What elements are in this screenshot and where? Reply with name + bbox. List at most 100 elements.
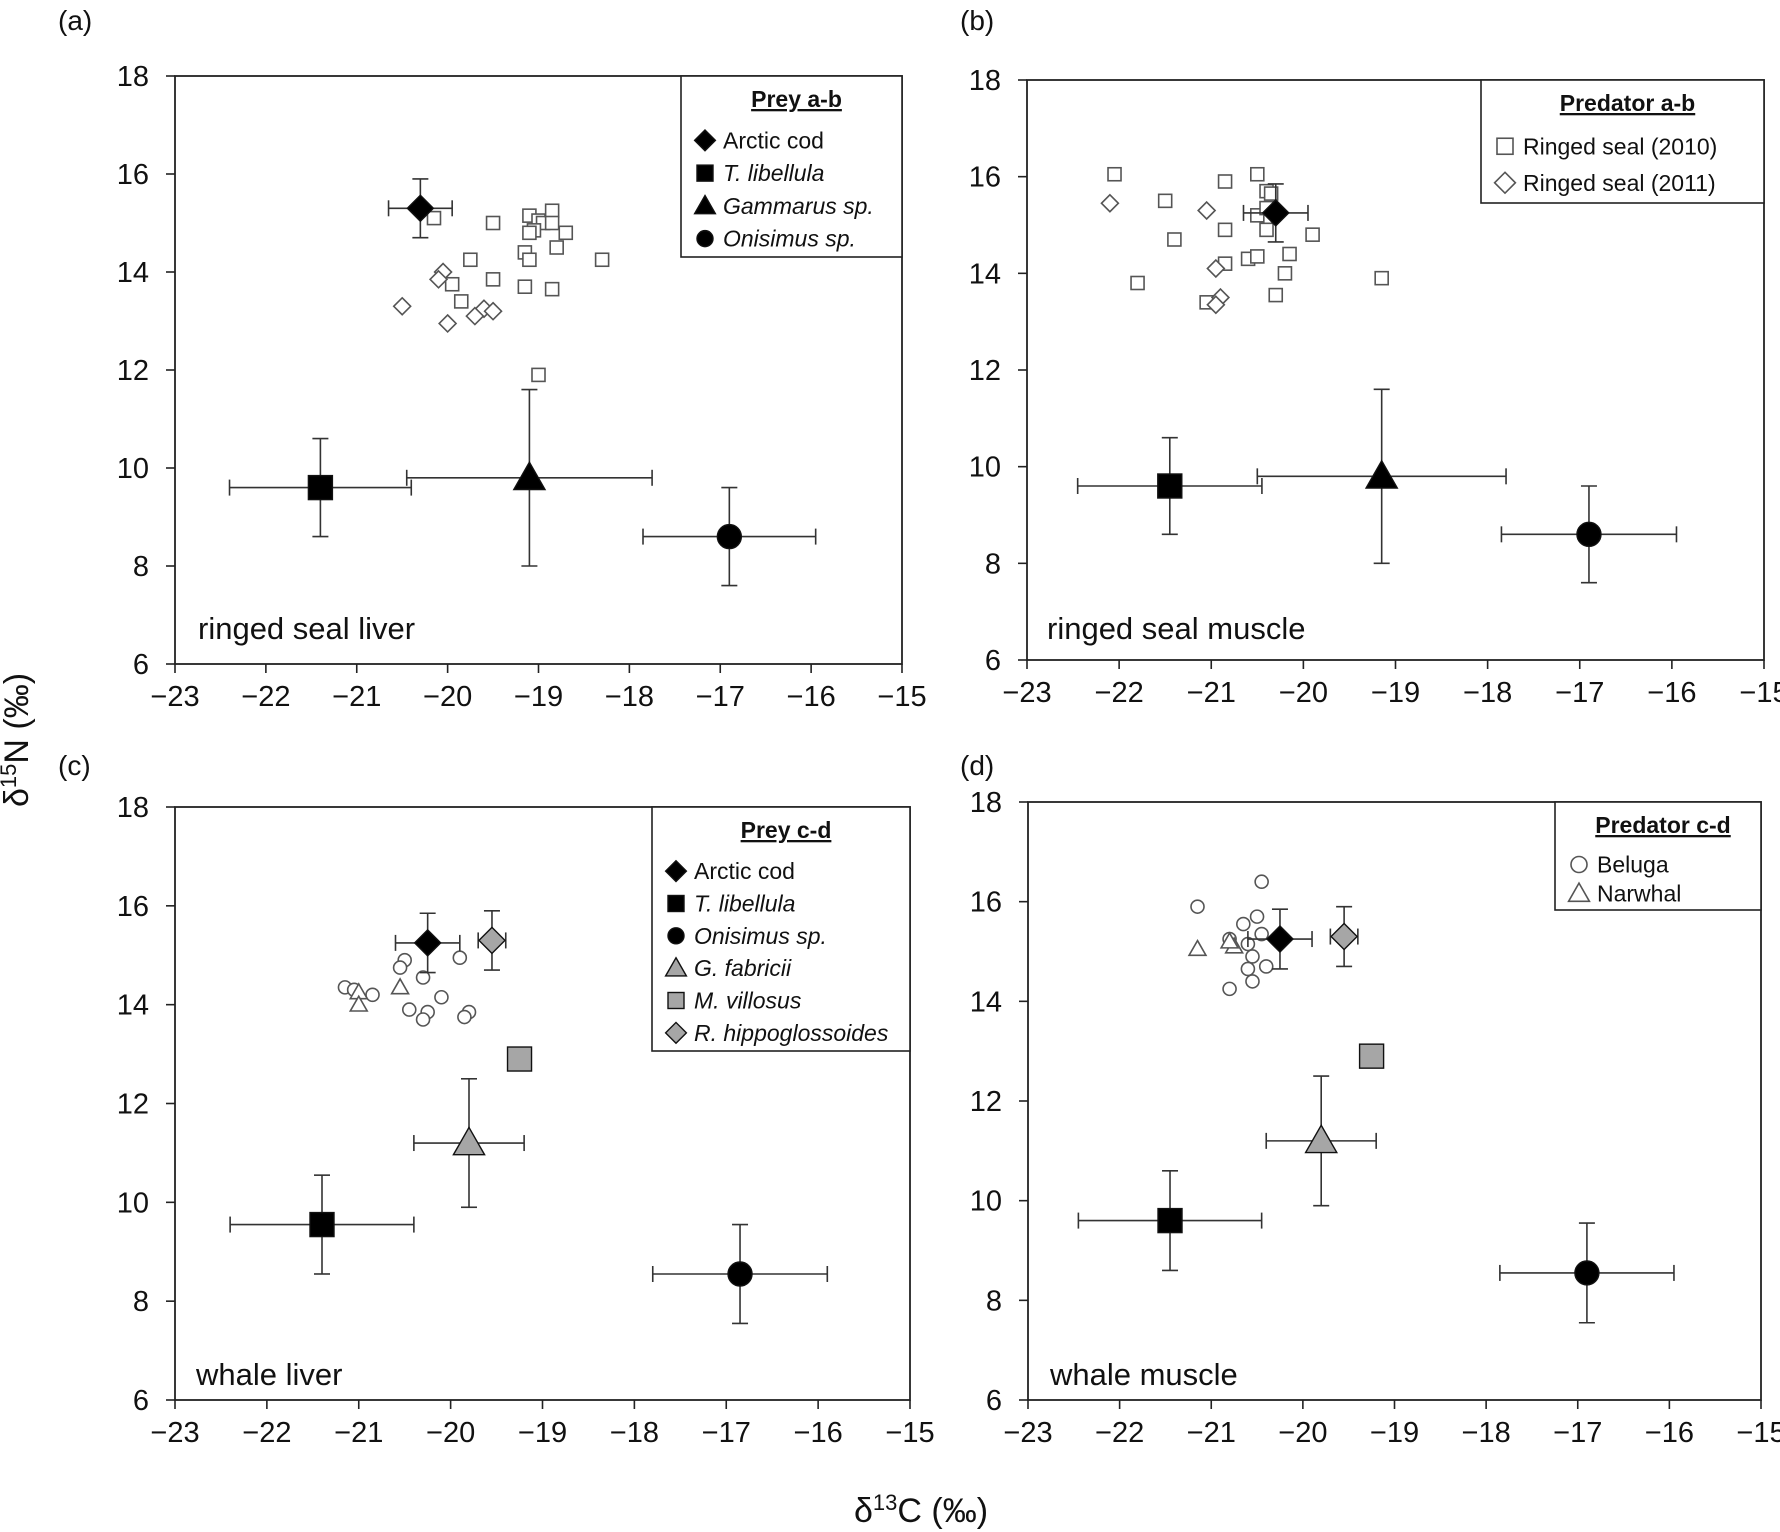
y-tick-label: 16 bbox=[970, 887, 1002, 919]
prey-mean-marker bbox=[512, 460, 547, 491]
panel-a: (a) ringed seal liver 6 8 10 12 14 16 18 −23 −22 −2… bbox=[58, 5, 927, 713]
legend-label: G. fabricii bbox=[694, 955, 792, 981]
data-point bbox=[1268, 287, 1284, 303]
data-point bbox=[453, 294, 469, 309]
legend-label: T. libellula bbox=[694, 891, 795, 917]
y-tick-label: 8 bbox=[985, 548, 1001, 580]
prey-onisimus-sp- bbox=[642, 486, 817, 587]
series-narwhal bbox=[348, 977, 410, 1012]
data-point bbox=[365, 987, 380, 1003]
y-tick-label: 10 bbox=[970, 1186, 1002, 1218]
prey-mean-marker bbox=[716, 523, 743, 550]
data-point bbox=[1249, 909, 1265, 924]
legend: Prey a-b Arctic cod T. libellula Gammarus s… bbox=[680, 75, 903, 258]
panel-label: (b) bbox=[960, 5, 994, 36]
data-point bbox=[1258, 959, 1274, 974]
prey-onisimus-sp- bbox=[1499, 1222, 1675, 1324]
legend-title: Prey a-b bbox=[751, 86, 842, 112]
x-tick-label: −22 bbox=[1095, 1417, 1144, 1449]
prey-arctic-cod bbox=[387, 178, 453, 239]
y-tick-label: 10 bbox=[117, 1187, 149, 1219]
legend-marker bbox=[664, 859, 688, 883]
data-point bbox=[415, 970, 431, 985]
data-point bbox=[1305, 227, 1320, 242]
prey-g-fabricii bbox=[413, 1077, 525, 1209]
data-point bbox=[444, 276, 460, 292]
data-point bbox=[1197, 200, 1217, 221]
y-tick-label: 10 bbox=[969, 452, 1001, 484]
data-point bbox=[465, 306, 485, 326]
series-ringed-seal-2010- bbox=[1107, 166, 1389, 310]
data-point bbox=[1240, 961, 1256, 977]
y-tick-label: 16 bbox=[117, 891, 149, 923]
panel-label: (d) bbox=[960, 750, 994, 781]
data-point bbox=[401, 1002, 417, 1017]
y-tick-label: 14 bbox=[117, 990, 149, 1022]
legend-marker bbox=[667, 991, 685, 1010]
x-tick-label: −19 bbox=[518, 1417, 567, 1449]
data-point bbox=[438, 313, 458, 334]
panel-title: ringed seal liver bbox=[198, 611, 415, 646]
data-point bbox=[544, 215, 560, 231]
data-point bbox=[531, 367, 546, 383]
data-point bbox=[392, 296, 412, 316]
legend-label: M. villosus bbox=[694, 988, 802, 1014]
legend-label: Narwhal bbox=[1597, 881, 1681, 907]
prey-mean-marker bbox=[1261, 198, 1290, 227]
series-narwhal bbox=[1187, 931, 1244, 957]
panel-label: (a) bbox=[58, 5, 92, 36]
data-point bbox=[1282, 246, 1297, 262]
prey-mean-marker bbox=[1330, 922, 1359, 951]
prey-t-libellula bbox=[1077, 1169, 1263, 1272]
x-tick-label: −23 bbox=[150, 1417, 199, 1449]
prey-mean-marker bbox=[1574, 1260, 1600, 1286]
data-point bbox=[428, 269, 449, 289]
data-point bbox=[1107, 166, 1122, 182]
data-point bbox=[1187, 938, 1208, 957]
x-tick-label: −21 bbox=[1187, 677, 1236, 709]
prey-mean-marker bbox=[506, 1046, 533, 1072]
x-tick-label: −15 bbox=[877, 681, 926, 713]
x-tick-label: −17 bbox=[1555, 677, 1604, 709]
y-tick-label: 16 bbox=[969, 162, 1001, 194]
y-tick-label: 12 bbox=[969, 355, 1001, 387]
data-point bbox=[1219, 931, 1240, 949]
x-tick-label: −16 bbox=[794, 1417, 843, 1449]
legend: Predator a-b Ringed seal (2010) Ringed sea… bbox=[1480, 79, 1765, 204]
prey-mean-marker bbox=[307, 474, 334, 501]
prey-onisimus-sp- bbox=[651, 1223, 829, 1325]
y-tick-label: 16 bbox=[117, 159, 149, 191]
legend-title: Predator a-b bbox=[1560, 90, 1695, 116]
data-point bbox=[544, 281, 560, 297]
data-point bbox=[1277, 266, 1293, 281]
x-tick-label: −18 bbox=[610, 1417, 659, 1449]
prey-mean-marker bbox=[1364, 459, 1399, 489]
y-tick-label: 8 bbox=[133, 551, 149, 583]
series-beluga bbox=[1190, 874, 1274, 997]
prey-t-libellula bbox=[228, 437, 413, 538]
prey-g-fabricii bbox=[1265, 1075, 1377, 1207]
data-point bbox=[1222, 981, 1237, 997]
data-point bbox=[558, 225, 574, 241]
y-tick-label: 14 bbox=[970, 986, 1002, 1018]
panel-label: (c) bbox=[58, 750, 91, 781]
legend-marker bbox=[1570, 855, 1588, 874]
y-tick-label: 18 bbox=[117, 61, 149, 93]
data-point bbox=[522, 225, 537, 241]
x-axis-label: δ13C (‰) bbox=[854, 1490, 988, 1530]
x-tick-label: −20 bbox=[423, 681, 472, 713]
legend-box bbox=[680, 75, 903, 258]
x-tick-label: −20 bbox=[1278, 1417, 1327, 1449]
y-tick-label: 14 bbox=[117, 257, 149, 289]
y-tick-label: 8 bbox=[133, 1286, 149, 1318]
data-point bbox=[522, 252, 537, 268]
data-point bbox=[1259, 222, 1274, 238]
y-tick-label: 6 bbox=[985, 645, 1001, 677]
data-point bbox=[1167, 232, 1182, 247]
y-tick-label: 10 bbox=[117, 453, 149, 485]
data-point bbox=[517, 279, 533, 295]
legend-box bbox=[651, 806, 911, 1052]
x-tick-label: −16 bbox=[1645, 1417, 1694, 1449]
x-tick-label: −22 bbox=[242, 1417, 291, 1449]
